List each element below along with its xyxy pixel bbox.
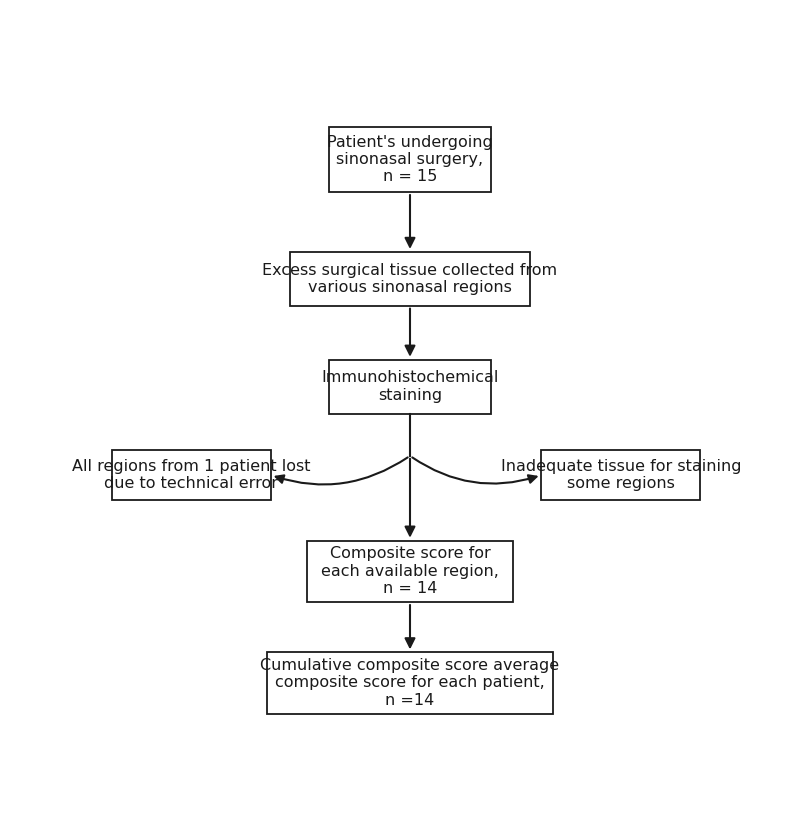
FancyBboxPatch shape <box>329 126 491 192</box>
Text: Inadequate tissue for staining
some regions: Inadequate tissue for staining some regi… <box>501 459 741 491</box>
Text: Cumulative composite score average
composite score for each patient,
n =14: Cumulative composite score average compo… <box>261 658 559 708</box>
Text: Patient's undergoing
sinonasal surgery,
n = 15: Patient's undergoing sinonasal surgery, … <box>327 134 493 184</box>
FancyBboxPatch shape <box>290 252 530 306</box>
FancyBboxPatch shape <box>307 540 513 602</box>
Text: Immunohistochemical
staining: Immunohistochemical staining <box>322 370 498 403</box>
FancyArrowPatch shape <box>276 457 408 484</box>
FancyBboxPatch shape <box>542 450 700 500</box>
Text: All regions from 1 patient lost
due to technical error: All regions from 1 patient lost due to t… <box>72 459 310 491</box>
Text: Composite score for
each available region,
n = 14: Composite score for each available regio… <box>321 546 499 597</box>
FancyBboxPatch shape <box>329 359 491 413</box>
FancyArrowPatch shape <box>412 457 537 483</box>
FancyBboxPatch shape <box>266 652 554 714</box>
Text: Excess surgical tissue collected from
various sinonasal regions: Excess surgical tissue collected from va… <box>262 262 558 295</box>
FancyBboxPatch shape <box>112 450 271 500</box>
